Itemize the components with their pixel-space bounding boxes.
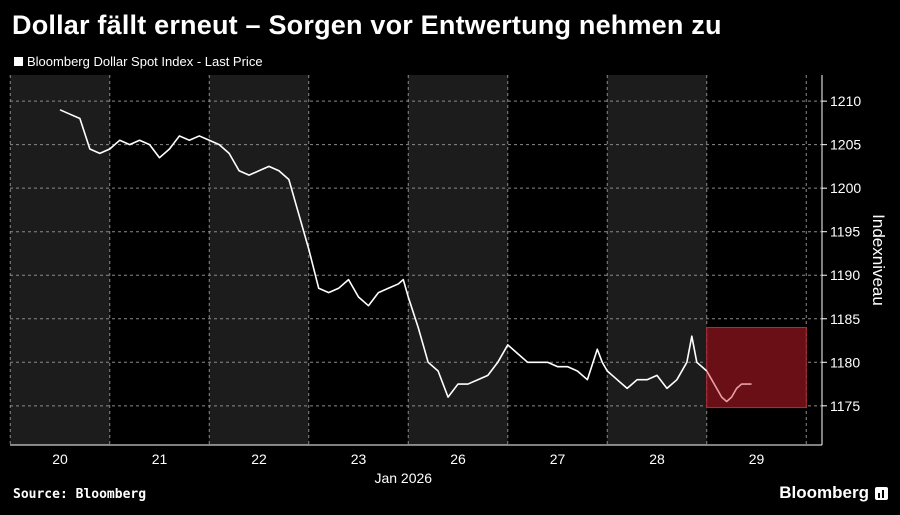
day-band-1 (209, 75, 309, 445)
y-tick-label: 1190 (830, 267, 860, 283)
y-tick-label: 1175 (830, 398, 860, 414)
x-tick-label: 27 (550, 451, 566, 467)
x-tick-label: 26 (450, 451, 466, 467)
legend-label: Bloomberg Dollar Spot Index - Last Price (27, 54, 263, 69)
x-tick-label: 28 (649, 451, 665, 467)
source-note: Source: Bloomberg (13, 487, 147, 502)
x-tick-label: 20 (52, 451, 68, 467)
brand: Bloomberg (779, 483, 888, 503)
x-tick-label: 23 (351, 451, 367, 467)
y-tick-label: 1210 (830, 93, 861, 109)
day-band-2 (408, 75, 508, 445)
series-line (59, 109, 708, 398)
x-tick-label: 21 (152, 451, 168, 467)
highlight-box (706, 326, 807, 409)
y-tick-label: 1180 (830, 354, 860, 370)
y-tick-label: 1195 (830, 224, 860, 240)
x-axis-sublabel: Jan 2026 (374, 470, 432, 486)
y-tick-label: 1205 (830, 137, 861, 153)
x-tick-label: 29 (749, 451, 765, 467)
legend: Bloomberg Dollar Spot Index - Last Price (14, 54, 263, 69)
series-line-highlight (706, 370, 752, 403)
brand-wordmark: Bloomberg (779, 483, 869, 502)
day-band-0 (10, 75, 110, 445)
chart-title: Dollar fällt erneut – Sorgen vor Entwert… (12, 10, 722, 40)
y-tick-label: 1185 (830, 311, 860, 327)
x-tick-label: 22 (251, 451, 267, 467)
y-axis-title: Indexniveau (869, 214, 888, 306)
bloomberg-chart-icon (875, 486, 888, 500)
legend-swatch (14, 57, 23, 66)
y-tick-label: 1200 (830, 180, 861, 196)
day-band-3 (607, 75, 707, 445)
